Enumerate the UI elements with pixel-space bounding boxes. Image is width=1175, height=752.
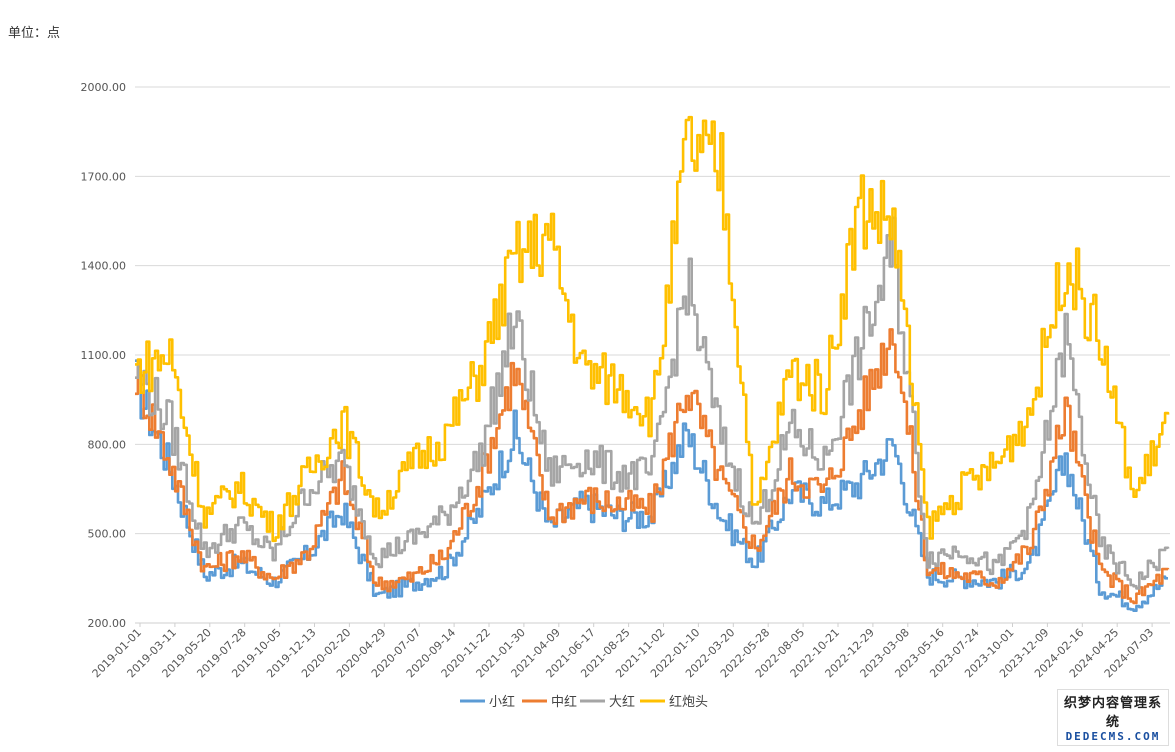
legend-label: 红炮头	[669, 694, 708, 710]
unit-label: 单位：点	[8, 26, 61, 41]
gridlines	[135, 86, 1170, 535]
y-axis-ticks: 200.00 500.00 800.00 1100.00 1400.00 1700.00 2…	[81, 81, 127, 630]
legend-label: 中红	[551, 694, 577, 710]
watermark-logo: 织梦内容管理系统 DEDECMS.COM	[1057, 689, 1169, 746]
series-line-1	[135, 328, 1170, 605]
series-lines	[135, 115, 1170, 612]
y-tick-label: 800.00	[88, 438, 127, 451]
legend-label: 小红	[489, 694, 515, 710]
y-tick-label: 1100.00	[81, 349, 127, 362]
y-tick-label: 200.00	[88, 617, 127, 630]
y-tick-label: 1400.00	[81, 260, 127, 273]
y-tick-label: 1700.00	[81, 170, 127, 183]
series-line-2	[135, 216, 1170, 590]
series-line-3	[135, 115, 1170, 543]
watermark-line2: DEDECMS.COM	[1065, 730, 1161, 743]
legend: 小红 中红 大红 红炮头	[460, 694, 708, 710]
legend-label: 大红	[609, 694, 635, 710]
y-tick-label: 2000.00	[81, 81, 127, 94]
y-tick-label: 500.00	[88, 528, 127, 541]
watermark-line1: 织梦内容管理系统	[1063, 696, 1162, 730]
x-axis-ticks: 2019-01-012019-03-112019-05-202019-07-28…	[90, 623, 1156, 680]
